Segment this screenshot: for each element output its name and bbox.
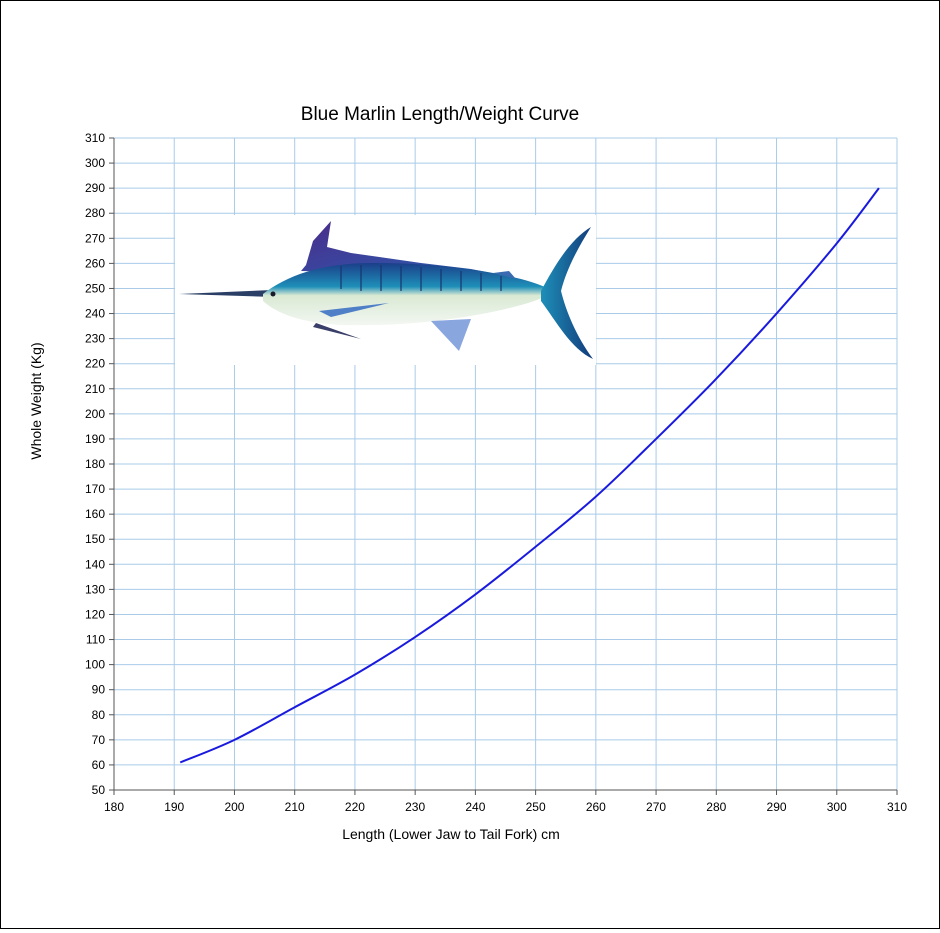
- x-tick-label: 190: [164, 800, 184, 814]
- x-tick-label: 270: [646, 800, 666, 814]
- y-tick-label: 60: [92, 758, 106, 772]
- y-tick-label: 170: [85, 482, 105, 496]
- y-tick-label: 150: [85, 532, 105, 546]
- y-tick-label: 120: [85, 607, 105, 621]
- y-tick-label: 270: [85, 231, 105, 245]
- series-line: [179, 187, 880, 764]
- y-tick-label: 70: [92, 733, 106, 747]
- y-tick-label: 140: [85, 557, 105, 571]
- y-tick-label: 130: [85, 582, 105, 596]
- blue-marlin-icon: [175, 215, 596, 365]
- x-tick-label: 230: [405, 800, 425, 814]
- chart-title: Blue Marlin Length/Weight Curve: [301, 104, 579, 125]
- x-tick-label: 210: [285, 800, 305, 814]
- x-tick-label: 200: [224, 800, 244, 814]
- x-tick-label: 280: [706, 800, 726, 814]
- y-tick-labels: 50 60 70 80 90 100 110 120 130 140 150 160 170 180 190…: [85, 131, 105, 797]
- y-tick-label: 260: [85, 256, 105, 270]
- y-tick-label: 210: [85, 382, 105, 396]
- y-axis-label: Whole Weight (Kg): [28, 342, 44, 459]
- y-tick-label: 100: [85, 658, 105, 672]
- x-tick-label: 180: [104, 800, 124, 814]
- y-tick-label: 290: [85, 181, 105, 195]
- y-tick-label: 280: [85, 206, 105, 220]
- y-tick-label: 190: [85, 432, 105, 446]
- x-axis-label: Length (Lower Jaw to Tail Fork) cm: [342, 826, 560, 842]
- y-tick-label: 220: [85, 357, 105, 371]
- axes: [109, 137, 898, 795]
- y-tick-label: 110: [86, 633, 105, 647]
- y-tick-label: 200: [85, 407, 105, 421]
- y-tick-label: 310: [85, 131, 105, 145]
- y-tick-label: 240: [85, 307, 105, 321]
- x-tick-label: 300: [827, 800, 847, 814]
- y-tick-label: 250: [85, 281, 105, 295]
- x-tick-label: 250: [526, 800, 546, 814]
- x-tick-label: 220: [345, 800, 365, 814]
- series-layer: [179, 187, 880, 764]
- x-tick-labels: 180 190 200 210 220 230 240 250 260 270 280 290 300 3…: [104, 800, 907, 814]
- y-tick-label: 160: [85, 507, 105, 521]
- y-tick-label: 80: [92, 708, 106, 722]
- y-tick-label: 300: [85, 156, 105, 170]
- y-tick-label: 90: [92, 683, 106, 697]
- x-tick-label: 310: [887, 800, 907, 814]
- y-tick-label: 230: [85, 332, 105, 346]
- y-tick-label: 180: [85, 457, 105, 471]
- x-tick-label: 240: [465, 800, 485, 814]
- x-tick-label: 260: [586, 800, 606, 814]
- y-tick-label: 50: [92, 783, 106, 797]
- x-tick-label: 290: [767, 800, 787, 814]
